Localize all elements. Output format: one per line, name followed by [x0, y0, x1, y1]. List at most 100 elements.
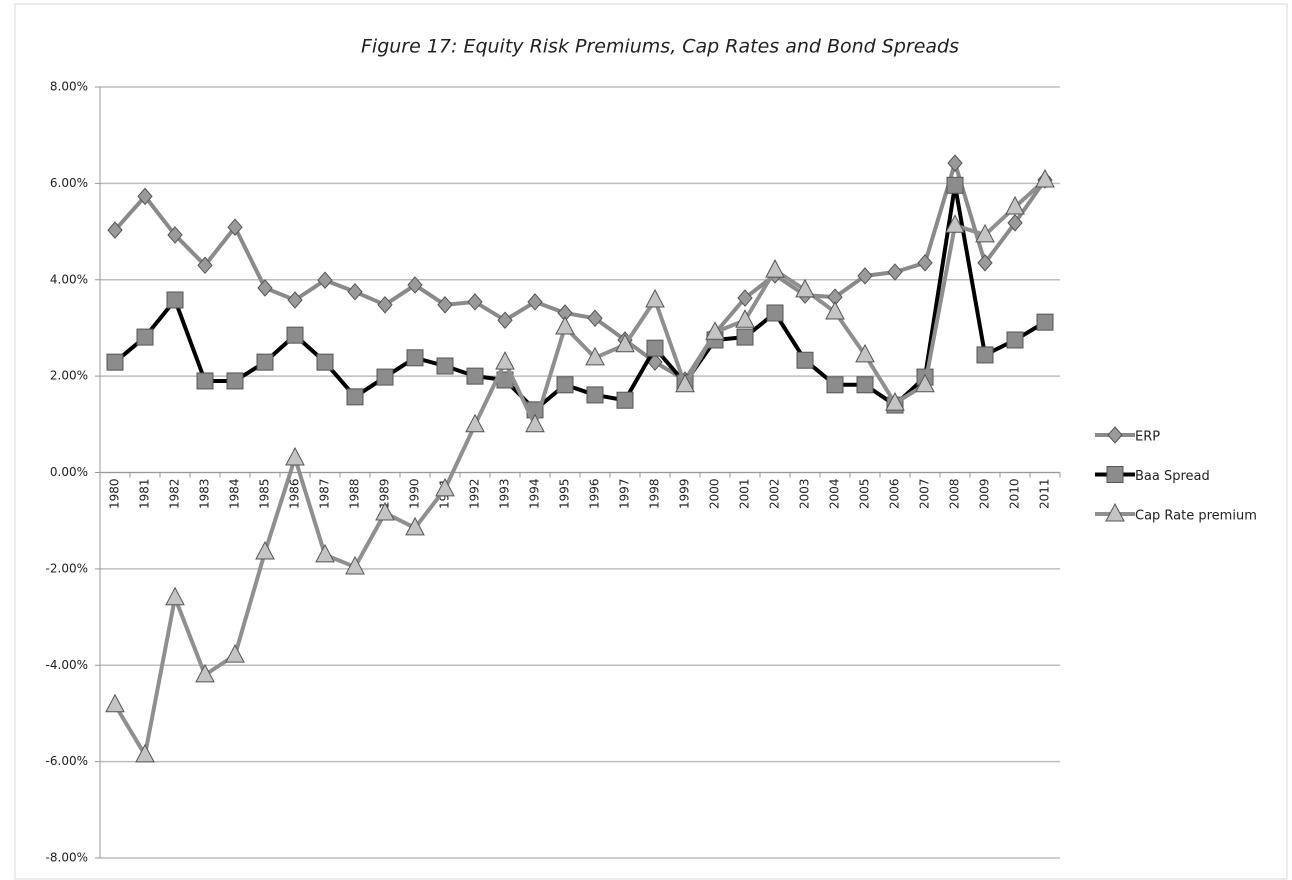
marker [195, 663, 215, 683]
marker [105, 693, 125, 713]
legend-marker [1106, 466, 1124, 483]
marker [856, 376, 874, 394]
series [107, 154, 1053, 389]
marker [136, 328, 154, 346]
x-tick-label: 1995 [558, 479, 572, 510]
marker [855, 343, 875, 363]
chart-frame [14, 3, 1288, 880]
marker [407, 276, 423, 294]
x-tick-label: 1997 [618, 479, 632, 510]
marker [436, 357, 454, 375]
marker [377, 296, 393, 314]
marker [915, 373, 935, 393]
marker [167, 226, 183, 244]
marker [495, 351, 515, 370]
marker [735, 309, 755, 328]
x-tick-label: 1993 [498, 479, 512, 510]
x-tick-label: 1986 [288, 479, 302, 510]
marker [917, 254, 933, 272]
marker [346, 388, 364, 406]
marker [645, 288, 665, 308]
y-tick-label: -8.00% [46, 851, 88, 865]
marker [406, 349, 424, 367]
x-tick-label: 1987 [318, 479, 332, 510]
series-line [113, 178, 1047, 757]
marker [285, 446, 305, 466]
marker [887, 263, 903, 281]
marker [375, 501, 395, 521]
x-tick-label: 1990 [408, 479, 422, 510]
series [106, 176, 1054, 419]
marker [257, 279, 273, 297]
marker [795, 278, 815, 298]
marker [766, 304, 784, 322]
x-tick-label: 1983 [198, 479, 212, 510]
marker [705, 321, 725, 340]
marker [287, 291, 303, 309]
marker [975, 223, 995, 243]
x-tick-label: 2009 [978, 479, 992, 510]
marker [947, 154, 963, 172]
marker [737, 289, 753, 307]
marker [376, 368, 394, 386]
marker [286, 326, 304, 344]
series [105, 168, 1055, 763]
marker [675, 373, 695, 393]
chart-title: Figure 17: Equity Risk Premiums, Cap Rat… [361, 36, 959, 58]
marker [825, 300, 845, 320]
marker [467, 293, 483, 311]
x-tick-label: 2007 [918, 479, 932, 510]
x-tick-label: 1992 [468, 479, 482, 510]
y-tick-label: 4.00% [50, 272, 88, 286]
x-tick-label: 1994 [528, 479, 542, 510]
x-tick-label: 1984 [228, 479, 242, 510]
marker [736, 328, 754, 346]
legend-label: Baa Spread [1135, 469, 1210, 484]
marker [255, 540, 275, 560]
marker [616, 391, 634, 409]
marker [615, 333, 635, 353]
legend-marker [1105, 502, 1125, 522]
marker [587, 309, 603, 328]
marker [977, 254, 993, 272]
marker [556, 376, 574, 394]
marker [197, 256, 213, 275]
marker [586, 386, 604, 404]
marker [106, 353, 124, 371]
marker [405, 516, 425, 536]
marker [945, 214, 965, 233]
x-tick-label: 1989 [378, 479, 392, 510]
x-tick-label: 1985 [258, 479, 272, 510]
legend-label: ERP [1135, 430, 1160, 445]
marker [316, 353, 334, 371]
marker [166, 291, 184, 309]
x-tick-label: 1982 [168, 479, 182, 510]
marker [256, 353, 274, 371]
marker [315, 543, 335, 563]
marker [225, 644, 245, 663]
x-tick-label: 1981 [138, 479, 152, 510]
marker [317, 271, 333, 289]
x-tick-label: 1996 [588, 479, 602, 510]
marker [435, 477, 455, 497]
x-tick-label: 1999 [678, 479, 692, 510]
x-tick-label: 2002 [768, 479, 782, 510]
marker [555, 315, 575, 335]
marker [765, 259, 785, 278]
marker [1005, 195, 1025, 215]
marker [857, 267, 873, 285]
y-tick-label: -6.00% [46, 754, 88, 768]
y-tick-label: 8.00% [50, 80, 88, 94]
y-tick-label: -2.00% [46, 561, 88, 575]
x-tick-label: 2003 [798, 479, 812, 510]
legend-marker [1107, 426, 1123, 444]
marker [1036, 313, 1054, 331]
y-tick-label: -4.00% [46, 658, 88, 672]
marker [885, 392, 905, 411]
marker [1007, 214, 1023, 232]
marker [345, 555, 365, 575]
x-tick-label: 2008 [948, 479, 962, 510]
marker [527, 293, 543, 311]
y-tick-label: 0.00% [50, 465, 88, 479]
